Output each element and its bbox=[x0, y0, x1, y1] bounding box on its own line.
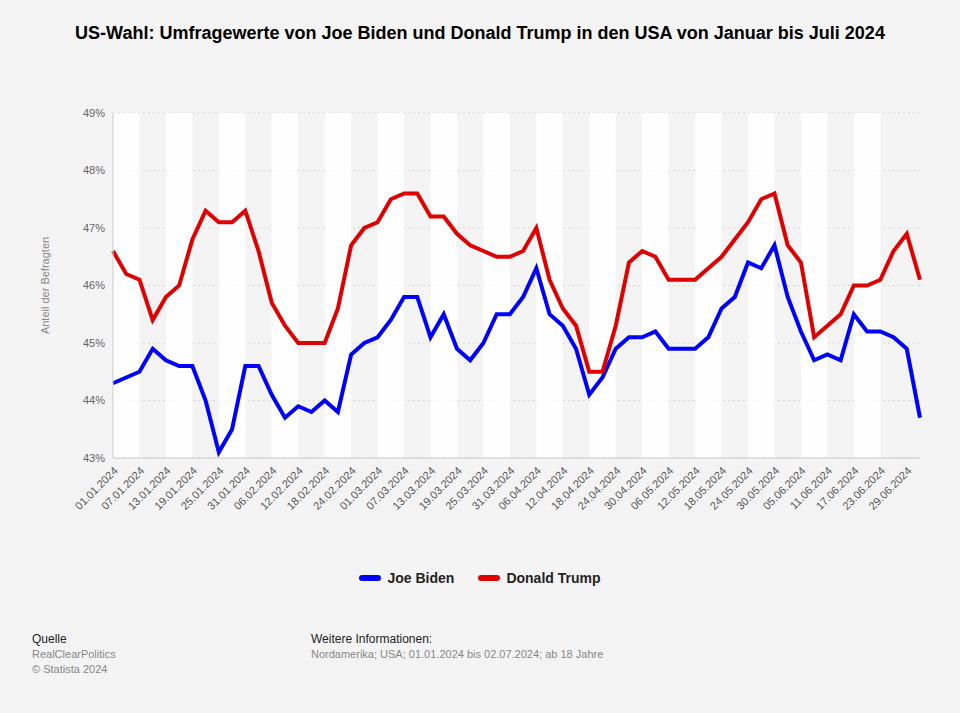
svg-text:23.06.2024: 23.06.2024 bbox=[839, 464, 888, 512]
svg-text:31.03.2024: 31.03.2024 bbox=[469, 464, 517, 512]
svg-text:01.03.2024: 01.03.2024 bbox=[337, 464, 385, 512]
svg-text:05.06.2024: 05.06.2024 bbox=[760, 464, 808, 512]
html-text:Quelle: Quelle bbox=[32, 632, 67, 646]
svg-text:01.01.2024: 01.01.2024 bbox=[72, 464, 120, 512]
html-text:RealClearPolitics: RealClearPolitics bbox=[32, 648, 116, 660]
html-text:US-Wahl: Umfragewerte von Joe: US-Wahl: Umfragewerte von Joe Biden und … bbox=[75, 23, 885, 43]
svg-text:31.01.2024: 31.01.2024 bbox=[204, 464, 253, 512]
svg-text:18.02.2024: 18.02.2024 bbox=[284, 464, 332, 512]
svg-text:24.04.2024: 24.04.2024 bbox=[575, 464, 623, 512]
svg-text:19.01.2024: 19.01.2024 bbox=[151, 464, 200, 512]
svg-text:29.06.2024: 29.06.2024 bbox=[866, 464, 913, 511]
svg-text:07.03.2024: 07.03.2024 bbox=[363, 464, 411, 512]
svg-text:13.01.2024: 13.01.2024 bbox=[125, 464, 173, 512]
svg-text:48%: 48% bbox=[83, 164, 105, 176]
html-text:Nordamerika; USA; 01.01.2024 b: Nordamerika; USA; 01.01.2024 bis 02.07.2… bbox=[311, 648, 604, 660]
svg-text:06.02.2024: 06.02.2024 bbox=[231, 464, 279, 512]
html-text:Donald Trump: Donald Trump bbox=[506, 570, 601, 586]
svg-text:18.05.2024: 18.05.2024 bbox=[681, 464, 729, 512]
html-text:Joe Biden: Joe Biden bbox=[387, 570, 455, 586]
svg-text:30.04.2024: 30.04.2024 bbox=[601, 464, 650, 512]
svg-text:12.05.2024: 12.05.2024 bbox=[654, 464, 702, 512]
svg-text:12.04.2024: 12.04.2024 bbox=[522, 464, 570, 512]
svg-text:06.04.2024: 06.04.2024 bbox=[495, 464, 544, 512]
svg-text:13.03.2024: 13.03.2024 bbox=[390, 464, 438, 512]
svg-text:12.02.2024: 12.02.2024 bbox=[257, 464, 306, 512]
svg-text:46%: 46% bbox=[83, 279, 105, 291]
svg-text:47%: 47% bbox=[83, 222, 105, 234]
svg-text:25.03.2024: 25.03.2024 bbox=[442, 464, 491, 512]
svg-text:43%: 43% bbox=[83, 452, 105, 464]
svg-text:24.05.2024: 24.05.2024 bbox=[707, 464, 755, 512]
svg-text:24.02.2024: 24.02.2024 bbox=[310, 464, 359, 512]
svg-text:45%: 45% bbox=[83, 337, 105, 349]
svg-text:44%: 44% bbox=[83, 394, 105, 406]
svg-text:30.05.2024: 30.05.2024 bbox=[734, 464, 782, 512]
html-text:© Statista 2024: © Statista 2024 bbox=[32, 663, 108, 675]
svg-text:49%: 49% bbox=[83, 107, 105, 119]
svg-text:19.03.2024: 19.03.2024 bbox=[416, 464, 464, 512]
svg-text:11.06.2024: 11.06.2024 bbox=[787, 464, 835, 512]
svg-text:18.04.2024: 18.04.2024 bbox=[548, 464, 597, 512]
html-text:Weitere Informationen:: Weitere Informationen: bbox=[311, 632, 433, 646]
svg-text:Anteil der Befragten: Anteil der Befragten bbox=[39, 237, 51, 334]
svg-text:06.05.2024: 06.05.2024 bbox=[628, 464, 676, 512]
svg-text:07.01.2024: 07.01.2024 bbox=[99, 464, 147, 512]
svg-text:17.06.2024: 17.06.2024 bbox=[813, 464, 861, 512]
svg-text:25.01.2024: 25.01.2024 bbox=[178, 464, 226, 512]
